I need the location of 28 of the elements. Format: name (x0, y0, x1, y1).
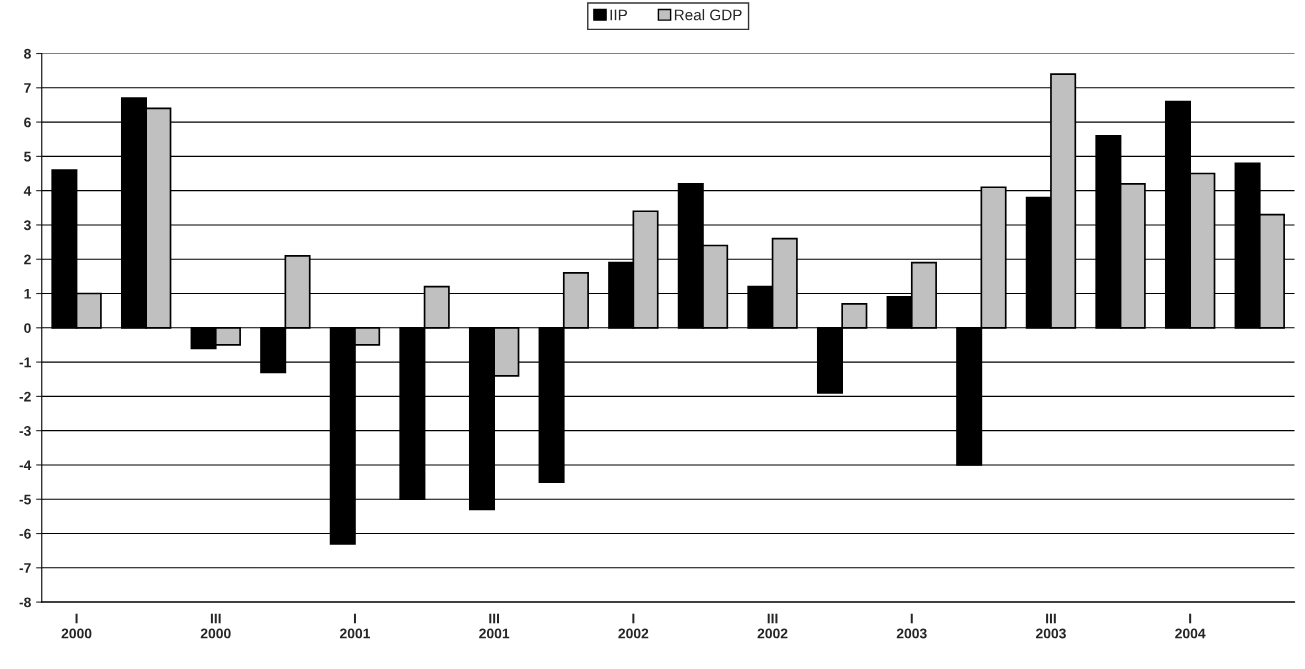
y-tick-label: 6 (24, 117, 31, 128)
x-tick-label: III 2003 (1035, 613, 1066, 639)
y-tick-label: 3 (23, 220, 31, 231)
y-tick-label: -7 (19, 563, 31, 573)
x-tick-label: III 2002 (757, 613, 788, 639)
y-tick-label: 0 (24, 323, 31, 333)
x-tick-label: I 2003 (896, 613, 927, 639)
y-tick-label: 1 (24, 289, 31, 299)
legend-label: Real GDP (674, 9, 742, 21)
y-tick-label: -5 (19, 494, 31, 505)
y-tick-label: -8 (19, 597, 31, 608)
y-tick-label: -3 (19, 426, 31, 436)
x-tick-label: I 2004 (1175, 613, 1206, 639)
y-tick-label: -2 (19, 391, 31, 402)
y-tick-label: 8 (24, 48, 31, 59)
x-tick-label: I 2000 (61, 613, 92, 639)
x-tick-label: III 2001 (479, 613, 510, 639)
x-tick-label: III 2000 (200, 613, 231, 639)
y-tick-label: 2 (24, 254, 31, 265)
y-tick-label: -6 (19, 528, 31, 539)
legend-label: IIP (610, 9, 628, 21)
y-tick-label: 4 (23, 186, 32, 196)
y-tick-label: 7 (24, 83, 31, 93)
y-tick-label: -4 (19, 460, 32, 470)
y-tick-label: 5 (24, 151, 31, 162)
x-tick-label: I 2002 (618, 613, 649, 639)
x-tick-label: I 2001 (339, 613, 371, 639)
y-tick-label: -1 (19, 357, 31, 368)
